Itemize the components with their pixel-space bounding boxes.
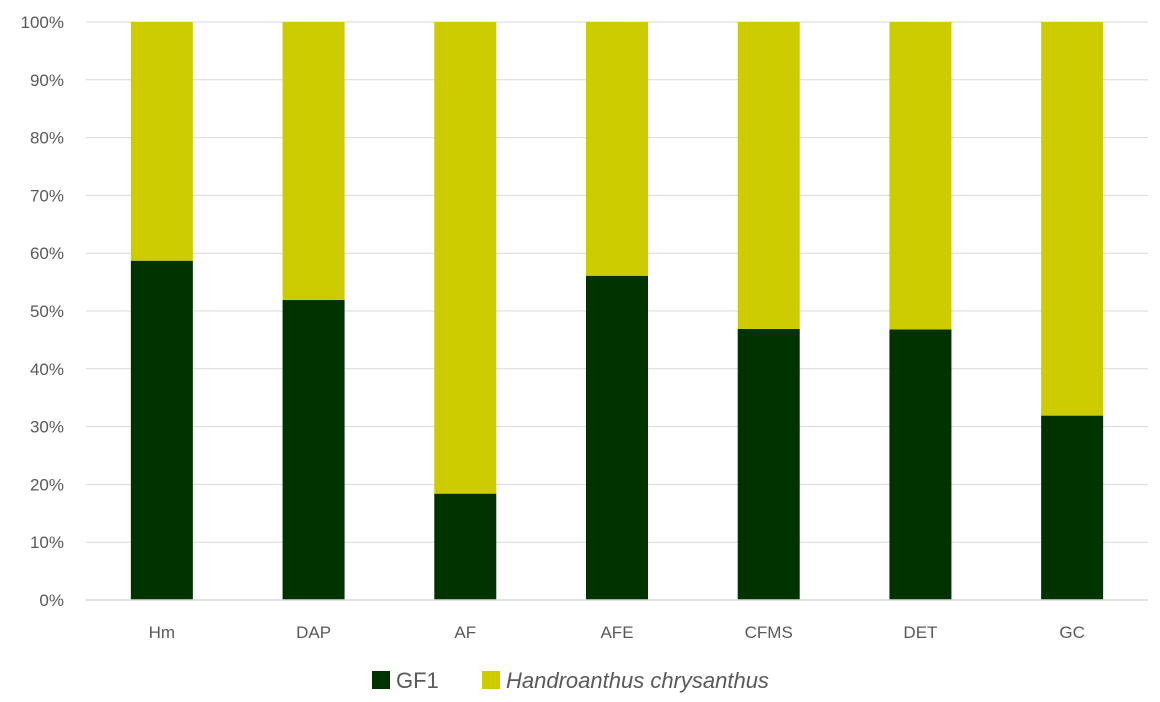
bar-gf1-gc — [1041, 415, 1104, 600]
bar-gf1-af — [434, 493, 497, 600]
bar-handroanthus-chrysanthus-afe — [586, 22, 648, 276]
y-tick-label: 70% — [30, 186, 64, 205]
bar-gf1-afe — [586, 275, 648, 600]
bars — [130, 22, 1104, 600]
bar-gf1-det — [889, 329, 952, 600]
legend-swatch — [372, 671, 390, 689]
x-tick-label: GC — [1059, 623, 1085, 642]
x-tick-label: CFMS — [745, 623, 793, 642]
x-tick-label: AFE — [600, 623, 633, 642]
x-axis: Hm DAP AF AFE CFMS DET GC — [149, 623, 1085, 642]
bar-handroanthus-chrysanthus-af — [434, 22, 497, 494]
x-tick-label: DET — [903, 623, 937, 642]
legend: GF1 Handroanthus chrysanthus — [372, 668, 769, 693]
y-tick-label: 50% — [30, 302, 64, 321]
bar-handroanthus-chrysanthus-det — [889, 22, 952, 330]
legend-swatch — [482, 671, 500, 689]
y-tick-label: 100% — [21, 13, 64, 32]
bar-handroanthus-chrysanthus-cfms — [737, 22, 800, 329]
y-tick-label: 30% — [30, 418, 64, 437]
x-tick-label: DAP — [296, 623, 331, 642]
bar-handroanthus-chrysanthus-gc — [1041, 22, 1104, 416]
bar-handroanthus-chrysanthus-hm — [130, 22, 193, 261]
y-tick-label: 40% — [30, 360, 64, 379]
y-tick-label: 90% — [30, 71, 64, 90]
x-tick-label: AF — [454, 623, 476, 642]
bar-gf1-hm — [130, 260, 193, 600]
bar-gf1-dap — [282, 300, 345, 600]
y-tick-label: 80% — [30, 129, 64, 148]
bar-gf1-cfms — [737, 328, 800, 600]
x-tick-label: Hm — [149, 623, 175, 642]
y-tick-label: 60% — [30, 244, 64, 263]
y-tick-label: 20% — [30, 475, 64, 494]
y-tick-label: 10% — [30, 533, 64, 552]
y-axis: 0% 10% 20% 30% 40% 50% 60% 70% 80% 90% 100% — [21, 13, 64, 610]
y-tick-label: 0% — [39, 591, 64, 610]
legend-label: GF1 — [396, 668, 439, 693]
legend-label: Handroanthus chrysanthus — [506, 668, 769, 693]
bar-handroanthus-chrysanthus-dap — [282, 22, 345, 301]
